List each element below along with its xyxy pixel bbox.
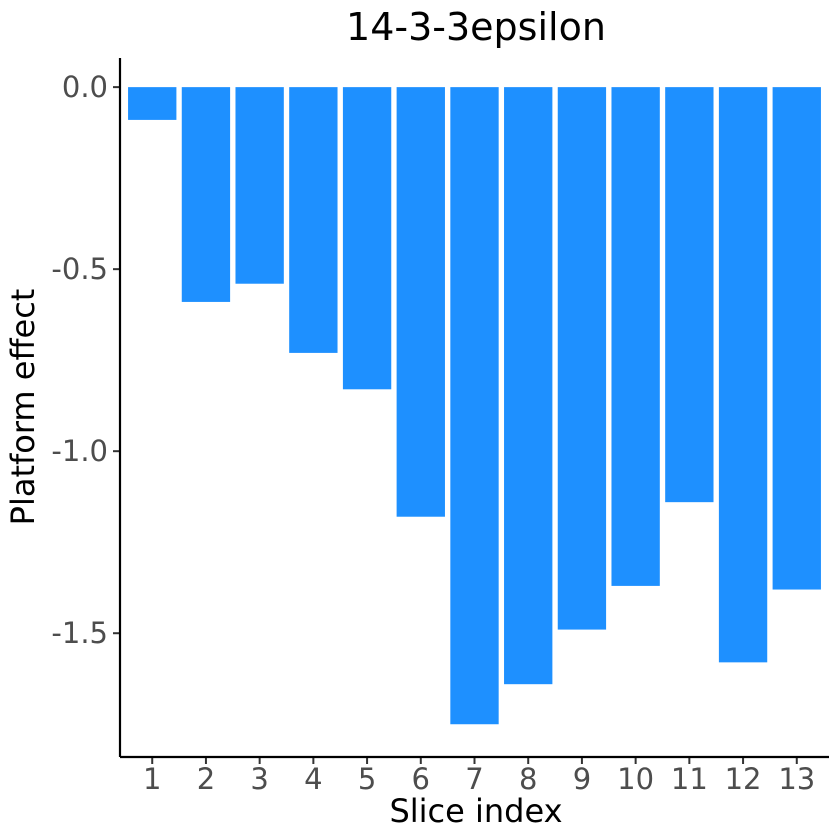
y-axis-ticks: 0.0 -0.5 -1.0 -1.5: [51, 70, 120, 650]
x-tick-label: 10: [617, 762, 654, 796]
x-tick-label: 3: [250, 762, 268, 796]
bar-1: [128, 87, 177, 120]
bar-13: [772, 87, 821, 590]
x-tick-label: 2: [197, 762, 215, 796]
bar-11: [665, 87, 714, 503]
x-axis-ticks: 1 2 3 4 5 6 7 8 9 10 11 12 13: [143, 757, 815, 796]
x-tick-label: 6: [412, 762, 430, 796]
x-axis-title: Slice index: [389, 792, 562, 830]
x-tick-label: 11: [671, 762, 708, 796]
bar-4: [289, 87, 338, 353]
chart-title: 14-3-3epsilon: [346, 5, 606, 49]
x-tick-label: 5: [358, 762, 376, 796]
bar-6: [396, 87, 445, 517]
bar-8: [504, 87, 553, 685]
x-tick-label: 4: [304, 762, 322, 796]
y-tick-label: -1.0: [51, 434, 108, 468]
bar-7: [450, 87, 499, 725]
y-axis-title: Platform effect: [4, 289, 42, 526]
x-tick-label: 12: [725, 762, 762, 796]
bar-2: [181, 87, 231, 302]
x-tick-label: 7: [465, 762, 483, 796]
x-tick-label: 13: [778, 762, 815, 796]
bar-3: [235, 87, 284, 284]
x-tick-label: 1: [143, 762, 161, 796]
bar-9: [557, 87, 607, 630]
y-tick-label: -0.5: [51, 252, 108, 286]
bar-5: [342, 87, 392, 390]
y-tick-label: 0.0: [62, 70, 108, 104]
bars-group: [128, 87, 821, 725]
y-tick-label: -1.5: [51, 616, 108, 650]
x-tick-label: 9: [573, 762, 591, 796]
x-tick-label: 8: [519, 762, 537, 796]
bar-10: [611, 87, 660, 586]
bar-12: [718, 87, 768, 663]
